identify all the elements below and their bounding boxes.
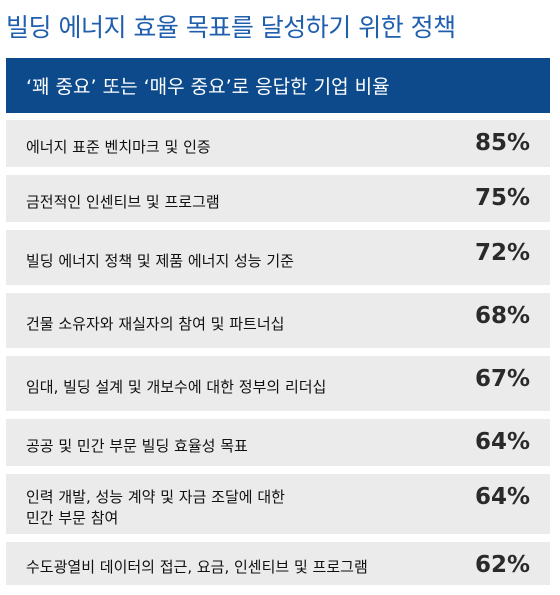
table-row: 공공 및 민간 부문 빌딩 효율성 목표 64% [6,419,550,466]
table-row: 건물 소유자와 재실자의 참여 및 파트너십 68% [6,293,550,348]
chart-subtitle-banner: ‘꽤 중요’ 또는 ‘매우 중요’로 응답한 기업 비율 [6,58,550,113]
row-value: 64% [474,484,530,510]
policy-table: 에너지 표준 벤치마크 및 인증 85% 금전적인 인센티브 및 프로그램 75% 빌딩… [6,120,550,585]
row-label: 공공 및 민간 부문 빌딩 효율성 목표 [26,437,248,455]
table-row: 수도광열비 데이터의 접근, 요금, 인센티브 및 프로그램 62% [6,542,550,585]
row-value: 75% [474,185,530,211]
row-value: 67% [474,366,530,392]
row-label: 인력 개발, 성능 계약 및 자금 조달에 대한 민간 부문 참여 [26,488,285,527]
table-row: 빌딩 에너지 정책 및 제품 에너지 성능 기준 72% [6,230,550,285]
row-value: 68% [474,303,530,329]
table-row: 금전적인 인센티브 및 프로그램 75% [6,175,550,222]
row-label: 건물 소유자와 재실자의 참여 및 파트너십 [26,315,285,333]
row-value: 64% [474,429,530,455]
row-value: 72% [474,240,530,266]
row-label: 수도광열비 데이터의 접근, 요금, 인센티브 및 프로그램 [26,558,368,576]
table-row: 에너지 표준 벤치마크 및 인증 85% [6,120,550,167]
row-label: 에너지 표준 벤치마크 및 인증 [26,138,211,156]
row-label: 임대, 빌딩 설계 및 개보수에 대한 정부의 리더십 [26,378,327,396]
chart-title: 빌딩 에너지 효율 목표를 달성하기 위한 정책 [6,13,456,42]
table-row: 임대, 빌딩 설계 및 개보수에 대한 정부의 리더십 67% [6,356,550,411]
row-value: 85% [474,130,530,156]
row-value: 62% [474,552,530,578]
row-label: 금전적인 인센티브 및 프로그램 [26,193,220,211]
row-label: 빌딩 에너지 정책 및 제품 에너지 성능 기준 [26,252,294,270]
table-row: 인력 개발, 성능 계약 및 자금 조달에 대한 민간 부문 참여 64% [6,474,550,534]
